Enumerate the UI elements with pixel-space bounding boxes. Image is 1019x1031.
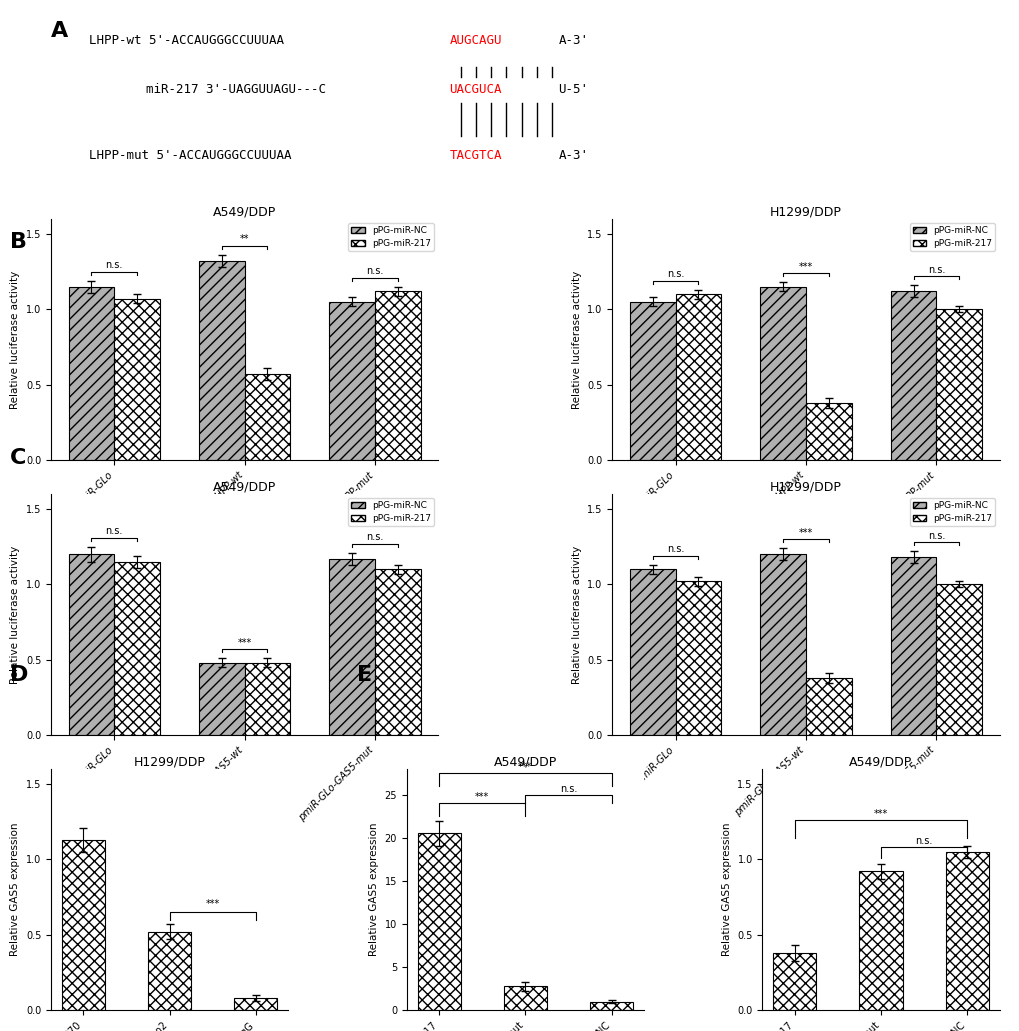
Y-axis label: Relative GAS5 expression: Relative GAS5 expression bbox=[10, 823, 20, 957]
Y-axis label: Relative GAS5 expression: Relative GAS5 expression bbox=[721, 823, 731, 957]
Y-axis label: Relative luciferase activity: Relative luciferase activity bbox=[10, 545, 20, 684]
Text: B: B bbox=[10, 232, 28, 252]
Bar bbox=[805, 403, 851, 461]
Bar bbox=[859, 871, 902, 1010]
Text: n.s.: n.s. bbox=[366, 532, 383, 542]
Text: U-5': U-5' bbox=[558, 84, 588, 96]
Text: AUGCAGU: AUGCAGU bbox=[449, 34, 501, 46]
Text: A-3': A-3' bbox=[558, 34, 588, 46]
Text: A-3': A-3' bbox=[558, 149, 588, 162]
Text: LHPP-wt 5'-ACCAUGGGCCUUUAA: LHPP-wt 5'-ACCAUGGGCCUUUAA bbox=[89, 34, 283, 46]
Bar bbox=[759, 287, 805, 461]
Y-axis label: Relative luciferase activity: Relative luciferase activity bbox=[572, 545, 581, 684]
Bar bbox=[329, 302, 375, 461]
Text: LHPP-mut 5'-ACCAUGGGCCUUUAA: LHPP-mut 5'-ACCAUGGGCCUUUAA bbox=[89, 149, 291, 162]
Bar bbox=[234, 998, 277, 1010]
Text: ***: *** bbox=[206, 899, 220, 909]
Text: E: E bbox=[357, 665, 372, 685]
Title: H1299/DDP: H1299/DDP bbox=[769, 480, 841, 494]
Text: n.s.: n.s. bbox=[926, 265, 945, 274]
Text: ***: *** bbox=[798, 262, 812, 271]
Bar bbox=[329, 559, 375, 735]
Bar bbox=[675, 581, 720, 735]
Text: n.s.: n.s. bbox=[666, 269, 684, 279]
Bar bbox=[417, 833, 461, 1010]
Legend: pPG-miR-NC, pPG-miR-217: pPG-miR-NC, pPG-miR-217 bbox=[909, 224, 995, 252]
Bar bbox=[630, 569, 675, 735]
Text: ***: *** bbox=[873, 808, 888, 819]
Text: miR-217 3'-UAGGUUAGU---C: miR-217 3'-UAGGUUAGU---C bbox=[146, 84, 325, 96]
Text: ***: *** bbox=[237, 638, 252, 647]
Text: n.s.: n.s. bbox=[559, 784, 577, 794]
Bar bbox=[805, 678, 851, 735]
Text: UACGUCA: UACGUCA bbox=[449, 84, 501, 96]
Text: n.s.: n.s. bbox=[105, 526, 123, 536]
Text: D: D bbox=[10, 665, 29, 685]
Text: ***: *** bbox=[798, 528, 812, 537]
Bar bbox=[114, 562, 160, 735]
Bar bbox=[945, 852, 987, 1010]
Bar bbox=[245, 663, 290, 735]
Bar bbox=[148, 932, 191, 1010]
Bar bbox=[675, 294, 720, 461]
Bar bbox=[935, 309, 981, 461]
Bar bbox=[890, 291, 935, 461]
Text: TACGTCA: TACGTCA bbox=[449, 149, 501, 162]
Text: n.s.: n.s. bbox=[915, 836, 932, 845]
Y-axis label: Relative luciferase activity: Relative luciferase activity bbox=[572, 270, 581, 408]
Title: H1299/DDP: H1299/DDP bbox=[769, 206, 841, 219]
Text: **: ** bbox=[239, 234, 249, 244]
Y-axis label: Relative luciferase activity: Relative luciferase activity bbox=[10, 270, 20, 408]
Title: A549/DDP: A549/DDP bbox=[493, 756, 556, 769]
Bar bbox=[890, 557, 935, 735]
Bar bbox=[199, 663, 245, 735]
Bar bbox=[114, 299, 160, 461]
Bar bbox=[62, 839, 105, 1010]
Text: ***: *** bbox=[475, 793, 489, 802]
Text: C: C bbox=[10, 448, 26, 468]
Title: A549/DDP: A549/DDP bbox=[849, 756, 912, 769]
Title: A549/DDP: A549/DDP bbox=[213, 480, 276, 494]
Text: n.s.: n.s. bbox=[105, 260, 123, 270]
Bar bbox=[199, 261, 245, 461]
Text: n.s.: n.s. bbox=[366, 266, 383, 276]
Bar bbox=[375, 569, 420, 735]
Text: A: A bbox=[51, 21, 68, 40]
Text: n.s.: n.s. bbox=[926, 531, 945, 540]
Text: n.s.: n.s. bbox=[666, 544, 684, 554]
Text: ***: *** bbox=[518, 762, 532, 772]
Bar bbox=[245, 374, 290, 461]
Legend: pPG-miR-NC, pPG-miR-217: pPG-miR-NC, pPG-miR-217 bbox=[909, 498, 995, 526]
Bar bbox=[68, 287, 114, 461]
Bar bbox=[772, 953, 815, 1010]
Bar bbox=[589, 1002, 633, 1010]
Title: A549/DDP: A549/DDP bbox=[213, 206, 276, 219]
Bar bbox=[935, 585, 981, 735]
Bar bbox=[759, 554, 805, 735]
Bar bbox=[503, 987, 546, 1010]
Bar bbox=[68, 554, 114, 735]
Bar bbox=[375, 291, 420, 461]
Title: H1299/DDP: H1299/DDP bbox=[133, 756, 205, 769]
Legend: pPG-miR-NC, pPG-miR-217: pPG-miR-NC, pPG-miR-217 bbox=[348, 498, 433, 526]
Legend: pPG-miR-NC, pPG-miR-217: pPG-miR-NC, pPG-miR-217 bbox=[348, 224, 433, 252]
Y-axis label: Relative GAS5 expression: Relative GAS5 expression bbox=[369, 823, 379, 957]
Bar bbox=[630, 302, 675, 461]
